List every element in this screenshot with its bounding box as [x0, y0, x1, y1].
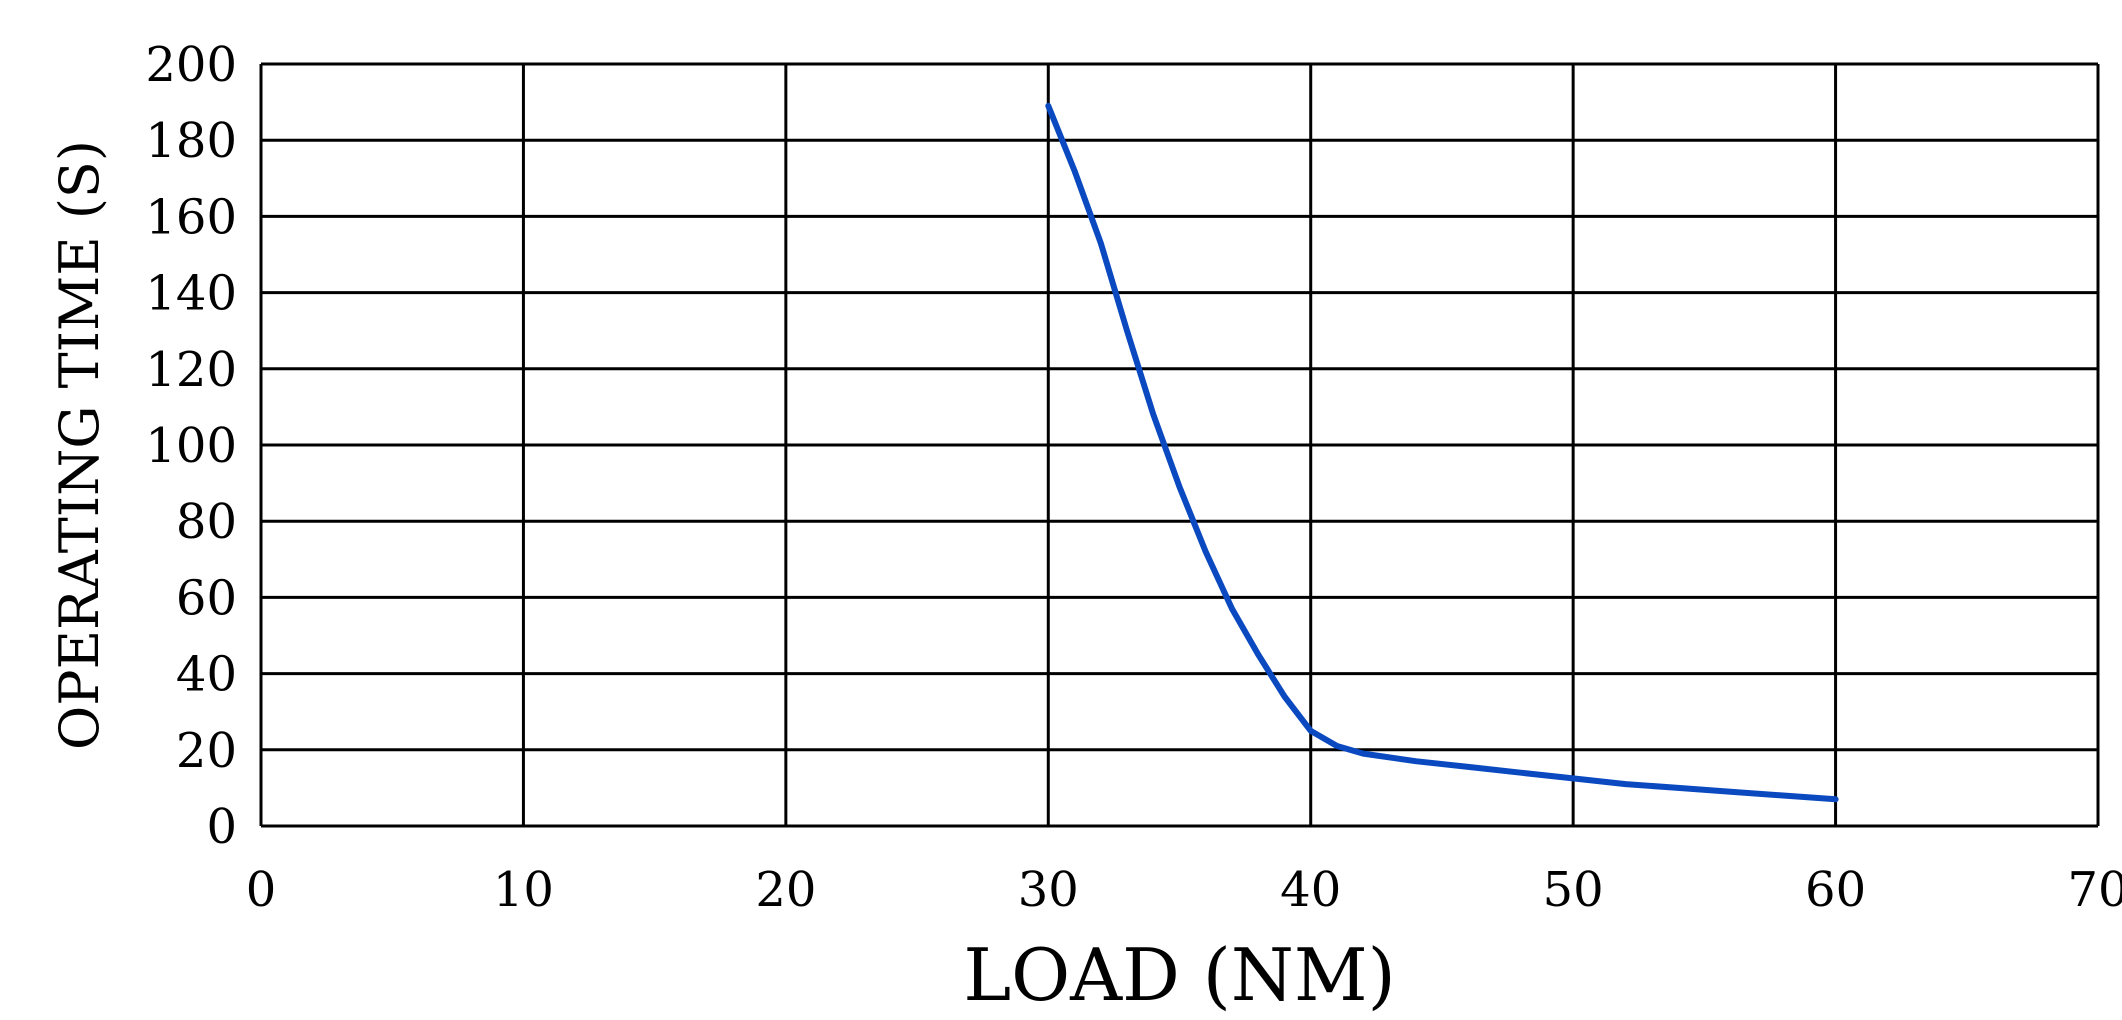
y-tick-label: 0 [206, 799, 237, 855]
y-axis-title: OPERATING TIME (S) [48, 140, 111, 750]
y-tick-label: 140 [145, 266, 237, 322]
series-line [1045, 102, 1839, 803]
series-layer [1045, 102, 1839, 803]
y-tick-label: 20 [176, 723, 237, 779]
x-tick-label: 60 [1805, 862, 1866, 918]
y-tick-label: 100 [145, 418, 237, 474]
x-tick-label: 40 [1280, 862, 1341, 918]
x-axis-ticks: 0 10 20 30 40 50 60 70 [246, 862, 2122, 918]
y-tick-label: 180 [145, 113, 237, 169]
y-tick-label: 120 [145, 342, 237, 398]
x-axis-title: LOAD (NM) [963, 933, 1395, 1017]
y-axis-ticks: 0 20 40 60 80 100 120 140 160 180 200 [145, 37, 237, 855]
x-tick-label: 0 [246, 862, 277, 918]
y-tick-label: 80 [176, 494, 237, 550]
y-tick-label: 160 [145, 189, 237, 245]
x-tick-label: 70 [2067, 862, 2122, 918]
x-tick-label: 30 [1018, 862, 1079, 918]
x-tick-label: 50 [1543, 862, 1604, 918]
grid [259, 62, 2100, 828]
x-tick-label: 20 [755, 862, 816, 918]
y-tick-label: 60 [176, 570, 237, 626]
y-tick-label: 40 [176, 647, 237, 703]
y-tick-label: 200 [145, 37, 237, 93]
x-tick-label: 10 [493, 862, 554, 918]
